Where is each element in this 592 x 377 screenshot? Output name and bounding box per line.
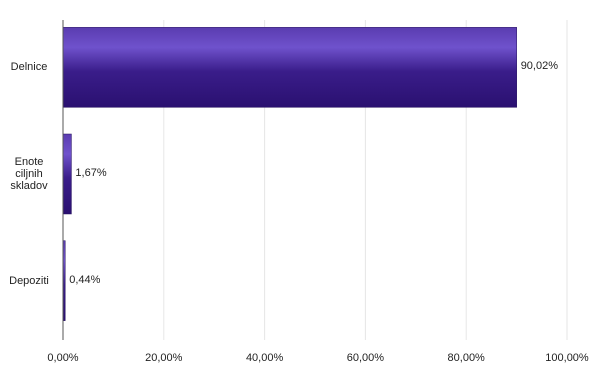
bar-value-label: 1,67% <box>75 167 107 179</box>
category-label: Depoziti <box>9 274 49 287</box>
x-tick-label: 20,00% <box>145 352 183 364</box>
bar-delnice <box>62 27 517 108</box>
x-tick-label: 0,00% <box>47 352 79 364</box>
category-label: Delnice <box>10 61 48 74</box>
x-tick-label: 60,00% <box>346 352 385 364</box>
bar-value-label: 90,02% <box>520 60 558 73</box>
category-label: Enote ciljnih skladov <box>10 156 48 192</box>
bar-enote-ciljnih-skladov <box>62 133 72 215</box>
x-tick-label: 80,00% <box>447 352 485 364</box>
bar-value-label: 0,44% <box>69 273 101 286</box>
x-tick-label: 100,00% <box>545 352 589 364</box>
x-tick-label: 40,00% <box>245 352 284 364</box>
